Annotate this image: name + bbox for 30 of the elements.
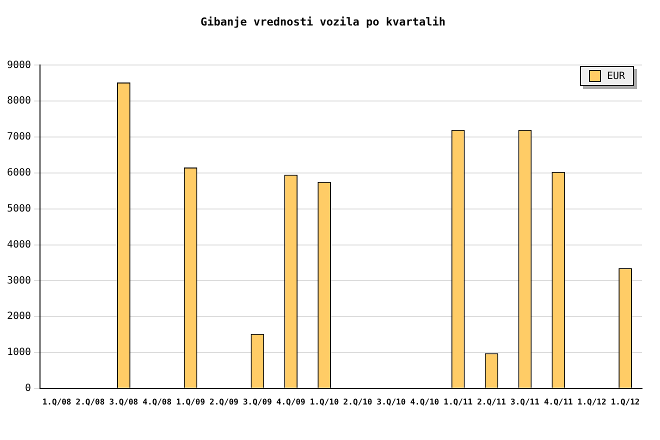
chart-title: Gibanje vrednosti vozila po kvartalih [200, 15, 446, 28]
x-tick-label: 1.Q/12 [610, 397, 640, 406]
y-tick-label: 7000 [6, 132, 32, 143]
x-tick-label: 1.Q/10 [310, 397, 339, 406]
x-tick-label: 2.Q/11 [477, 397, 506, 406]
x-tick-label: 1.Q/09 [176, 397, 206, 406]
y-tick-label: 5000 [6, 203, 32, 214]
y-tick-label: 3000 [6, 275, 32, 286]
x-tick-label: 3.Q/11 [510, 397, 540, 406]
x-tick-label: 3.Q/08 [109, 397, 138, 406]
x-tick-label: 1.Q/12 [577, 397, 606, 406]
y-tick-label: 2000 [6, 311, 32, 322]
x-tick-label: 4.Q/08 [142, 397, 172, 406]
x-tick-label: 1.Q/11 [444, 397, 473, 406]
x-tick-label: 2.Q/10 [343, 397, 372, 406]
x-tick-label: 2.Q/08 [76, 397, 105, 406]
x-tick-label: 1.Q/08 [42, 397, 72, 406]
x-tick-label: 3.Q/10 [376, 397, 406, 406]
y-tick-label: 1000 [6, 347, 32, 358]
y-tick-label: 0 [25, 382, 32, 394]
y-tick-label: 6000 [6, 168, 32, 179]
x-tick-label: 2.Q/09 [210, 397, 239, 406]
y-tick-label: 4000 [6, 239, 32, 250]
y-tick-label: 8000 [6, 96, 32, 107]
x-tick-label: 4.Q/11 [544, 397, 574, 406]
x-tick-label: 4.Q/10 [410, 397, 440, 406]
y-tick-label: 9000 [6, 60, 32, 71]
x-tick-label: 4.Q/09 [276, 397, 306, 406]
x-tick-label: 3.Q/09 [242, 397, 272, 406]
legend-label: EUR [606, 70, 625, 82]
